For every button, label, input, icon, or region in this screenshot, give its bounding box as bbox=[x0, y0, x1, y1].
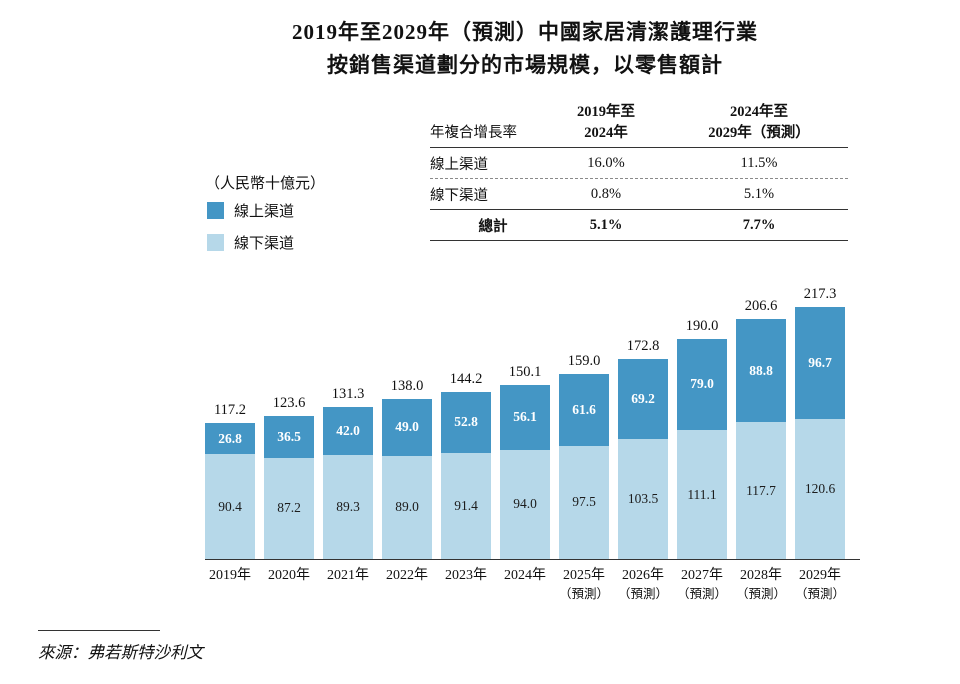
bar-total-label: 159.0 bbox=[567, 353, 601, 370]
bar-total-label: 217.3 bbox=[803, 285, 837, 302]
bar-segment-online: 96.7 bbox=[795, 306, 845, 420]
bar-segment-online: 79.0 bbox=[677, 338, 727, 431]
bar-segment-offline: 87.2 bbox=[264, 457, 314, 559]
bar-total-label: 190.0 bbox=[685, 317, 719, 334]
stacked-bar-chart: 117.2 26.8 90.4 123.6 36.5 87.2 131.3 42.0 89.3 1… bbox=[205, 258, 860, 603]
cagr-row-total: 總計 5.1% 7.7% bbox=[430, 210, 848, 241]
bar-segment-offline: 89.0 bbox=[382, 455, 432, 559]
bar-total-label: 172.8 bbox=[626, 337, 660, 354]
bar-group: 190.0 79.0 111.1 bbox=[677, 317, 727, 559]
bar-total-label: 150.1 bbox=[508, 363, 542, 380]
bar-segment-online: 61.6 bbox=[559, 374, 609, 446]
source-divider bbox=[38, 630, 160, 631]
cagr-row-label: 總計 bbox=[478, 218, 508, 235]
chart-legend: 線上渠道 線下渠道 bbox=[207, 200, 294, 264]
bar-segment-online: 56.1 bbox=[500, 384, 550, 450]
title-line-1: 2019年至2029年（預測）中國家居清潔護理行業 bbox=[292, 20, 758, 44]
page-title: 2019年至2029年（預測）中國家居清潔護理行業 按銷售渠道劃分的市場規模，以… bbox=[0, 16, 960, 81]
x-axis-label: 2019年 bbox=[209, 568, 251, 583]
x-axis-label: 2027年 （預測） bbox=[677, 568, 728, 601]
bar-group: 172.8 69.2 103.5 bbox=[618, 338, 668, 559]
cagr-value: 5.1% bbox=[589, 216, 623, 233]
bar-segment-online: 49.0 bbox=[382, 398, 432, 456]
bar-total-label: 138.0 bbox=[390, 377, 424, 394]
y-axis-unit-label: （人民幣十億元） bbox=[205, 176, 326, 192]
cagr-row-offline: 線下渠道 0.8% 5.1% bbox=[430, 179, 848, 210]
bar-group: 206.6 88.8 117.7 bbox=[736, 298, 786, 559]
cagr-value: 11.5% bbox=[740, 154, 778, 171]
bar-segment-offline: 90.4 bbox=[205, 454, 255, 559]
cagr-value: 5.1% bbox=[743, 185, 775, 202]
bar-group: 123.6 36.5 87.2 bbox=[264, 395, 314, 559]
bar-segment-offline: 111.1 bbox=[677, 430, 727, 559]
x-axis-label: 2023年 bbox=[445, 568, 487, 583]
x-axis-label: 2026年 （預測） bbox=[618, 568, 669, 601]
bar-total-label: 117.2 bbox=[213, 402, 247, 419]
legend-label-offline: 線下渠道 bbox=[234, 236, 295, 252]
bar-group: 150.1 56.1 94.0 bbox=[500, 364, 550, 559]
cagr-header-period-2: 2024年至 2029年（預測） bbox=[708, 104, 810, 141]
x-axis-label: 2029年 （預測） bbox=[795, 568, 846, 601]
x-axis-label: 2024年 bbox=[504, 568, 546, 583]
bar-group: 159.0 61.6 97.5 bbox=[559, 353, 609, 559]
bar-group: 217.3 96.7 120.6 bbox=[795, 286, 845, 559]
cagr-header-period-1: 2019年至 2024年 bbox=[577, 104, 635, 141]
x-axis-label: 2025年 （預測） bbox=[559, 568, 610, 601]
bar-segment-offline: 89.3 bbox=[323, 455, 373, 559]
bar-total-label: 131.3 bbox=[331, 385, 365, 402]
bar-segment-offline: 120.6 bbox=[795, 419, 845, 559]
cagr-row-label: 線上渠道 bbox=[430, 156, 488, 173]
bar-segment-online: 36.5 bbox=[264, 415, 314, 458]
x-axis-label: 2021年 bbox=[327, 568, 369, 583]
bar-group: 131.3 42.0 89.3 bbox=[323, 386, 373, 559]
bar-segment-offline: 117.7 bbox=[736, 422, 786, 559]
x-axis-label: 2020年 bbox=[268, 568, 310, 583]
title-line-2: 按銷售渠道劃分的市場規模，以零售額計 bbox=[327, 52, 723, 77]
legend-swatch-offline bbox=[207, 234, 224, 251]
legend-item-offline: 線下渠道 bbox=[207, 232, 294, 253]
cagr-row-online: 線上渠道 16.0% 11.5% bbox=[430, 148, 848, 179]
bar-group: 138.0 49.0 89.0 bbox=[382, 378, 432, 559]
bar-group: 144.2 52.8 91.4 bbox=[441, 371, 491, 559]
bar-segment-offline: 94.0 bbox=[500, 449, 550, 559]
bar-segment-online: 26.8 bbox=[205, 423, 255, 455]
bar-segment-online: 42.0 bbox=[323, 406, 373, 456]
bar-group: 117.2 26.8 90.4 bbox=[205, 402, 255, 559]
x-axis-label: 2022年 bbox=[386, 568, 428, 583]
bar-segment-online: 69.2 bbox=[618, 358, 668, 439]
cagr-value: 0.8% bbox=[590, 185, 622, 202]
bar-segment-online: 52.8 bbox=[441, 391, 491, 453]
legend-item-online: 線上渠道 bbox=[207, 200, 294, 221]
bar-chart-plot: 117.2 26.8 90.4 123.6 36.5 87.2 131.3 42.0 89.3 1… bbox=[205, 258, 860, 560]
cagr-table-header: 年複合增長率 2019年至 2024年 2024年至 2029年（預測） bbox=[430, 100, 848, 148]
cagr-header-metric: 年複合增長率 bbox=[430, 125, 517, 141]
bar-total-label: 123.6 bbox=[272, 394, 306, 411]
bar-total-label: 144.2 bbox=[449, 370, 483, 387]
legend-swatch-online bbox=[207, 202, 224, 219]
bar-total-label: 206.6 bbox=[744, 298, 778, 315]
bar-segment-offline: 97.5 bbox=[559, 445, 609, 559]
bar-segment-online: 88.8 bbox=[736, 319, 786, 423]
bar-segment-offline: 103.5 bbox=[618, 438, 668, 559]
cagr-table: 年複合增長率 2019年至 2024年 2024年至 2029年（預測） 線上渠… bbox=[430, 100, 848, 241]
source-text: 來源：弗若斯特沙利文 bbox=[38, 643, 203, 662]
legend-label-online: 線上渠道 bbox=[234, 204, 295, 220]
bar-segment-offline: 91.4 bbox=[441, 452, 491, 559]
cagr-value: 7.7% bbox=[742, 216, 776, 233]
cagr-value: 16.0% bbox=[587, 154, 625, 171]
source-note: 來源：弗若斯特沙利文 bbox=[38, 630, 203, 663]
cagr-row-label: 線下渠道 bbox=[430, 187, 488, 204]
x-axis-labels: 2019年 2020年 2021年 2022年 2023年 2024年 2025年 （預測） 2… bbox=[205, 567, 860, 603]
x-axis-label: 2028年 （預測） bbox=[736, 568, 787, 601]
